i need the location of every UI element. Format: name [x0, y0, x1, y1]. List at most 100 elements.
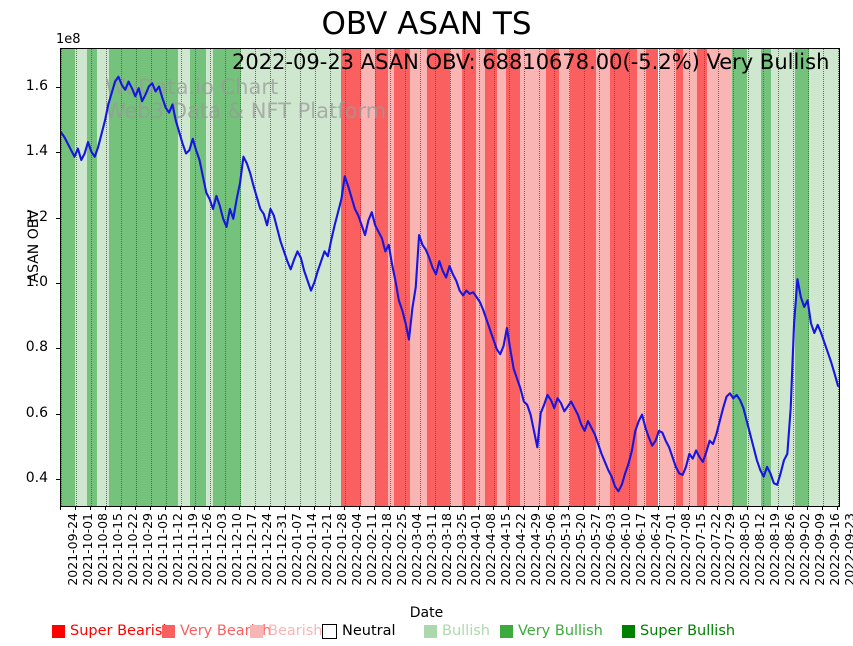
- legend-entry[interactable]: Very Bullish: [500, 620, 603, 642]
- chart-title: OBV ASAN TS: [321, 6, 532, 42]
- x-tick-label: 2022-07-15: [692, 513, 708, 586]
- x-tick-label: 2022-03-18: [438, 513, 454, 586]
- legend-swatch-icon: [250, 624, 263, 638]
- sentiment-band: [761, 49, 771, 506]
- legend-label: Bearish: [268, 623, 323, 639]
- legend-swatch-icon: [500, 624, 513, 638]
- x-tick-label: 2022-01-07: [289, 513, 305, 586]
- gridline: [628, 49, 631, 506]
- x-tick-label: 2022-07-22: [707, 513, 723, 586]
- gridline: [449, 49, 452, 506]
- sentiment-band: [546, 49, 559, 506]
- sentiment-band: [205, 49, 214, 506]
- legend-swatch-icon: [322, 623, 337, 639]
- x-tick-mark: [463, 506, 465, 510]
- legend-label: Neutral: [342, 623, 396, 639]
- x-tick-mark: [134, 506, 136, 510]
- x-tick-label: 2021-12-03: [214, 513, 230, 586]
- x-tick-mark: [403, 506, 405, 510]
- legend-entry[interactable]: Very Bearish: [162, 620, 271, 642]
- sentiment-band: [426, 49, 450, 506]
- x-tick-mark: [553, 506, 555, 510]
- gridline: [90, 49, 93, 506]
- x-tick-label: 2022-09-23: [842, 513, 853, 586]
- sentiment-band: [462, 49, 477, 506]
- x-tick-mark: [702, 506, 704, 510]
- legend-entry[interactable]: Super Bearish: [52, 620, 172, 642]
- gridline: [793, 49, 795, 506]
- y-tick-label: 1.6: [25, 78, 48, 95]
- legend-entry[interactable]: Bullish: [424, 620, 490, 642]
- gridline: [748, 49, 750, 506]
- legend-swatch-icon: [622, 624, 635, 638]
- x-tick-label: 2022-08-19: [767, 513, 783, 586]
- x-tick-label: 2022-08-05: [737, 513, 753, 586]
- gridline: [434, 49, 437, 506]
- gridline: [494, 49, 496, 506]
- x-tick-mark: [717, 506, 719, 510]
- x-tick-mark: [493, 506, 495, 510]
- x-tick-mark: [433, 506, 435, 510]
- sentiment-band: [747, 49, 762, 506]
- gridline: [270, 49, 272, 506]
- x-tick-mark: [568, 506, 570, 510]
- grid-layer: [61, 49, 839, 506]
- gridline: [703, 49, 706, 506]
- x-tick-mark: [747, 506, 749, 510]
- gridline: [419, 49, 422, 506]
- y-tick-label: 0.6: [25, 404, 48, 421]
- x-tick-mark: [508, 506, 510, 510]
- legend-swatch-icon: [52, 624, 65, 638]
- legend-swatch-icon: [424, 624, 437, 638]
- x-tick-mark: [822, 506, 824, 510]
- legend-entry[interactable]: Bearish: [250, 620, 323, 642]
- x-tick-mark: [299, 506, 301, 510]
- sentiment-band: [75, 49, 88, 506]
- x-tick-label: 2021-12-24: [259, 513, 275, 586]
- gridline: [613, 49, 616, 506]
- legend-label: Bullish: [442, 623, 490, 639]
- y-tick-mark: [56, 478, 60, 480]
- x-tick-label: 2022-04-01: [468, 513, 484, 586]
- gridline: [300, 49, 302, 506]
- x-tick-mark: [807, 506, 809, 510]
- y-tick-label: 1.0: [25, 274, 48, 291]
- x-tick-label: 2022-01-21: [319, 513, 335, 586]
- gridline: [135, 49, 138, 506]
- x-tick-mark: [269, 506, 271, 510]
- x-tick-label: 2022-02-18: [378, 513, 394, 586]
- x-tick-label: 2022-02-04: [348, 513, 364, 586]
- x-tick-mark: [657, 506, 659, 510]
- gridline: [180, 49, 183, 506]
- x-tick-mark: [328, 506, 330, 510]
- sentiment-band: [636, 49, 647, 506]
- x-tick-mark: [179, 506, 181, 510]
- sentiment-band: [485, 49, 497, 506]
- x-tick-mark: [314, 506, 316, 510]
- sentiment-band: [770, 49, 796, 506]
- gridline: [329, 49, 332, 506]
- y-tick-mark: [56, 283, 60, 285]
- x-tick-mark: [538, 506, 540, 510]
- gridline: [240, 49, 242, 506]
- x-tick-label: 2022-05-20: [573, 513, 589, 586]
- x-tick-label: 2021-10-22: [124, 513, 140, 586]
- x-tick-mark: [89, 506, 91, 510]
- legend-entry[interactable]: Super Bullish: [622, 620, 735, 642]
- x-tick-mark: [837, 506, 838, 510]
- gridline: [524, 49, 526, 506]
- sentiment-band: [375, 49, 388, 506]
- x-tick-label: 2021-11-19: [184, 513, 200, 586]
- x-tick-mark: [373, 506, 375, 510]
- legend-label: Very Bearish: [180, 623, 272, 639]
- x-tick-mark: [149, 506, 151, 510]
- y-axis-label: ASAN OBV: [26, 209, 42, 283]
- x-tick-label: 2022-07-29: [722, 513, 738, 586]
- gridline: [105, 49, 108, 506]
- y-tick-label: 1.2: [25, 208, 48, 225]
- x-tick-label: 2022-06-10: [617, 513, 633, 586]
- legend-entry[interactable]: Neutral: [322, 620, 396, 642]
- gridline: [643, 49, 646, 506]
- legend-label: Super Bullish: [640, 623, 736, 639]
- x-tick-mark: [60, 506, 61, 510]
